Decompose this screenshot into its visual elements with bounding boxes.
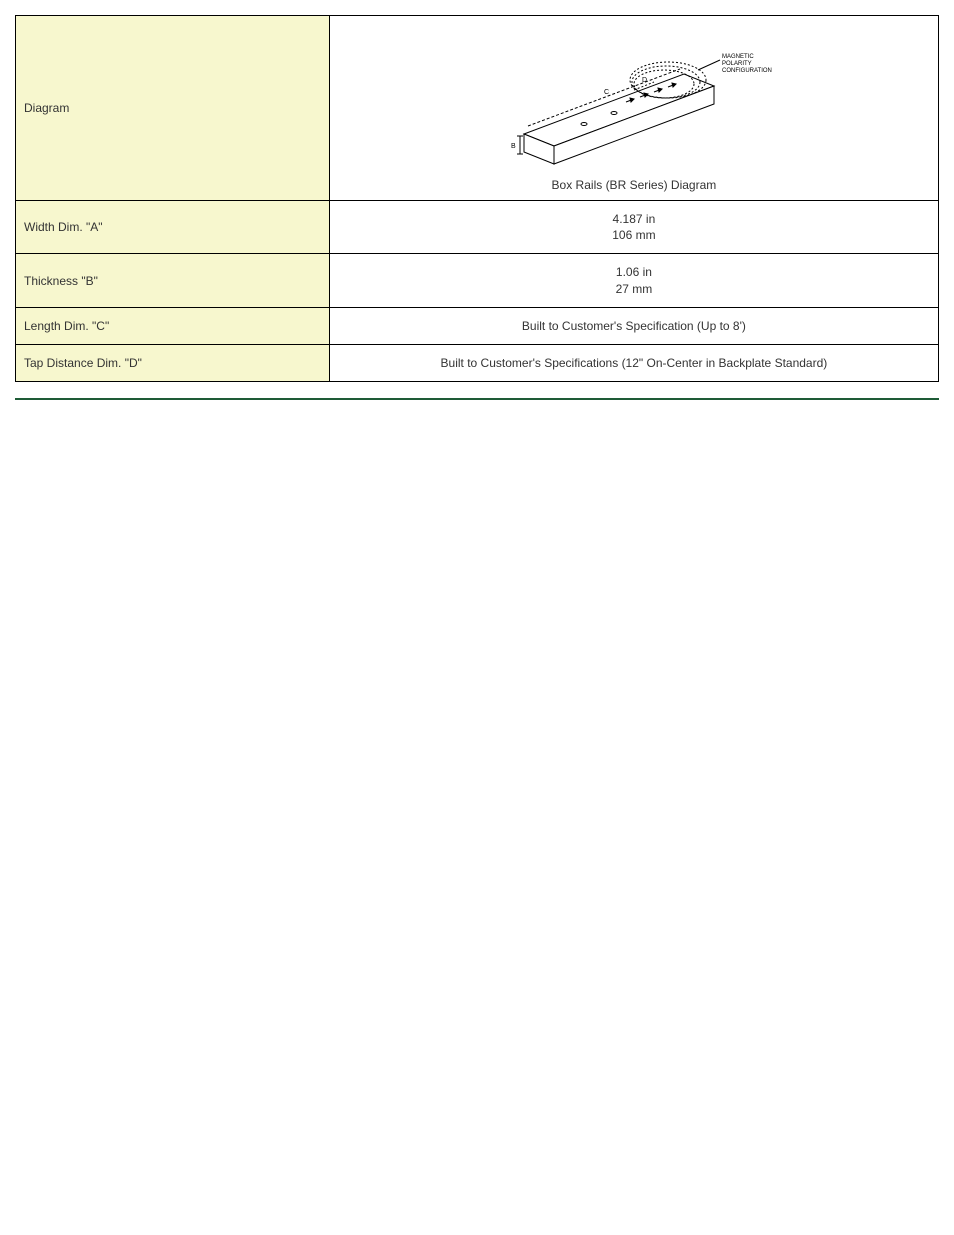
row-diagram: Diagram C (16, 16, 939, 201)
width-a-mm: 106 mm (338, 227, 930, 243)
svg-text:D: D (642, 77, 647, 84)
svg-text:B: B (511, 143, 516, 150)
value-length-c: Built to Customer's Specification (Up to… (329, 307, 938, 344)
svg-text:C: C (604, 89, 609, 96)
tap-distance-d-text: Built to Customer's Specifications (12" … (338, 355, 930, 371)
label-tap-distance-d: Tap Distance Dim. "D" (16, 344, 330, 381)
value-width-a: 4.187 in 106 mm (329, 201, 938, 254)
value-tap-distance-d: Built to Customer's Specifications (12" … (329, 344, 938, 381)
diagram-callout-line1: MAGNETIC (722, 54, 754, 60)
box-rail-diagram-icon: C B D (484, 24, 784, 174)
section-divider (15, 398, 939, 400)
label-thickness-b: Thickness "B" (16, 254, 330, 307)
spec-table: Diagram C (15, 15, 939, 382)
row-thickness-b: Thickness "B" 1.06 in 27 mm (16, 254, 939, 307)
width-a-in: 4.187 in (338, 211, 930, 227)
label-length-c: Length Dim. "C" (16, 307, 330, 344)
label-width-a: Width Dim. "A" (16, 201, 330, 254)
value-thickness-b: 1.06 in 27 mm (329, 254, 938, 307)
row-width-a: Width Dim. "A" 4.187 in 106 mm (16, 201, 939, 254)
thickness-b-mm: 27 mm (338, 281, 930, 297)
row-tap-distance-d: Tap Distance Dim. "D" Built to Customer'… (16, 344, 939, 381)
length-c-text: Built to Customer's Specification (Up to… (338, 318, 930, 334)
diagram-callout-line3: CONFIGURATION (722, 68, 772, 74)
thickness-b-in: 1.06 in (338, 264, 930, 280)
diagram-caption: Box Rails (BR Series) Diagram (552, 178, 717, 192)
value-diagram: C B D (329, 16, 938, 201)
diagram-wrap: C B D (330, 24, 938, 192)
row-length-c: Length Dim. "C" Built to Customer's Spec… (16, 307, 939, 344)
diagram-callout-line2: POLARITY (722, 61, 752, 67)
label-diagram: Diagram (16, 16, 330, 201)
